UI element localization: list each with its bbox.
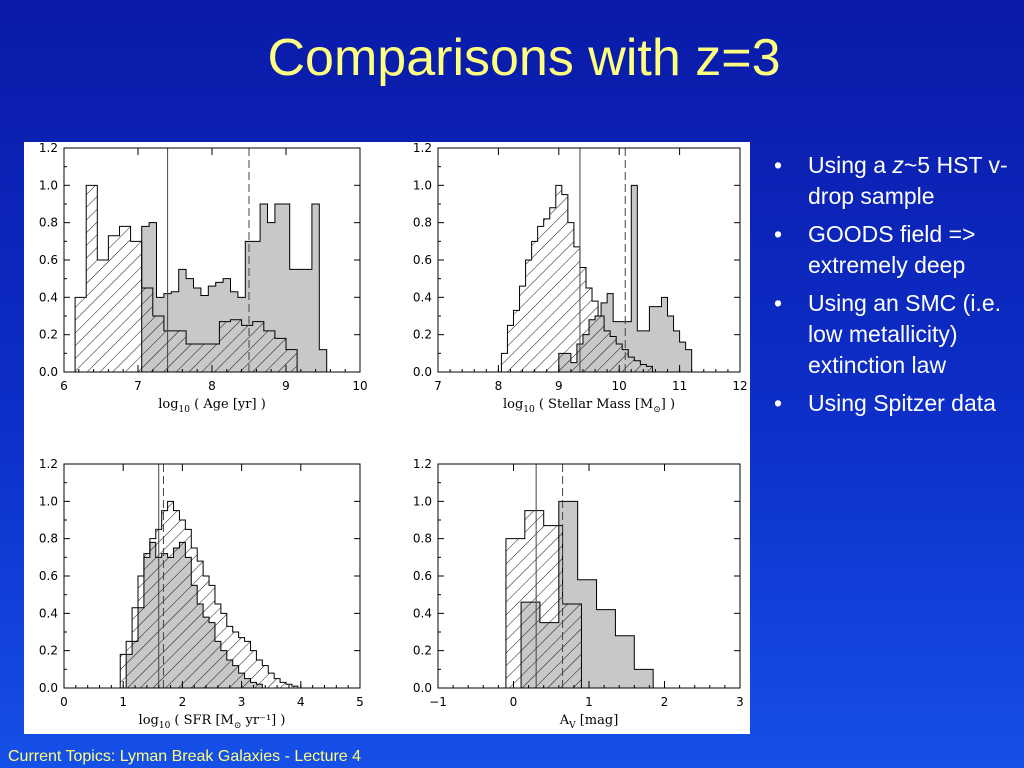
x-axis-label: log10 ( Stellar Mass [M⊙] ) bbox=[503, 397, 675, 415]
x-tick-label: 0 bbox=[510, 695, 518, 709]
x-tick-label: 10 bbox=[352, 379, 367, 393]
bullet-item: • Using a z~5 HST v-drop sample bbox=[770, 150, 1010, 212]
bullet-text: Using an SMC (i.e. low metallicity) exti… bbox=[808, 290, 1002, 378]
x-tick-label: 0 bbox=[60, 695, 68, 709]
y-tick-label: 1.2 bbox=[413, 142, 432, 155]
y-tick-label: 0.2 bbox=[413, 328, 432, 342]
bullet-item: • GOODS field => extremely deep bbox=[770, 219, 1010, 281]
bullet-text: GOODS field => extremely deep bbox=[808, 221, 976, 278]
y-tick-label: 1.0 bbox=[413, 178, 432, 192]
x-tick-label: 7 bbox=[434, 379, 442, 393]
bullet-text: Using Spitzer data bbox=[808, 390, 996, 416]
x-tick-label: 2 bbox=[179, 695, 187, 709]
x-tick-label: 4 bbox=[297, 695, 305, 709]
y-tick-label: 0.0 bbox=[39, 681, 58, 695]
bullet-text: ~5 HST v-drop sample bbox=[808, 152, 1008, 209]
bullet-text: Using a bbox=[808, 152, 893, 178]
x-tick-label: 9 bbox=[555, 379, 563, 393]
bullet-item: • Using Spitzer data bbox=[770, 388, 1010, 419]
y-tick-label: 0.6 bbox=[413, 253, 432, 267]
histogram-series-gray bbox=[134, 203, 335, 373]
x-tick-label: 3 bbox=[736, 695, 744, 709]
x-axis-label: AV [mag] bbox=[559, 713, 619, 731]
y-tick-label: 0.8 bbox=[39, 216, 58, 230]
x-tick-label: 3 bbox=[238, 695, 246, 709]
y-tick-label: 0.4 bbox=[39, 290, 58, 304]
y-tick-label: 0.6 bbox=[39, 253, 58, 267]
x-tick-label: 8 bbox=[208, 379, 216, 393]
x-tick-label: 6 bbox=[60, 379, 68, 393]
slide-title: Comparisons with z=3 bbox=[267, 29, 781, 87]
y-tick-label: 0.6 bbox=[413, 569, 432, 583]
x-tick-label: 9 bbox=[282, 379, 290, 393]
x-tick-label: 10 bbox=[612, 379, 627, 393]
y-tick-label: 0.0 bbox=[413, 365, 432, 379]
x-tick-label: 1 bbox=[119, 695, 127, 709]
y-tick-label: 0.0 bbox=[39, 365, 58, 379]
bullet-item: • Using an SMC (i.e. low metallicity) ext… bbox=[770, 288, 1010, 381]
histogram-figure: 0.0 0.2 0.4 0.6 0.8 1.0 1.2 6 7 8 9 10 log10 ( Age [… bbox=[24, 142, 750, 734]
x-tick-label: 2 bbox=[661, 695, 669, 709]
x-tick-label: 11 bbox=[672, 379, 687, 393]
bullet-dot-icon: • bbox=[774, 152, 783, 178]
x-tick-label: 12 bbox=[732, 379, 747, 393]
y-tick-label: 1.2 bbox=[39, 457, 58, 471]
y-tick-label: 1.2 bbox=[39, 142, 58, 155]
x-tick-label: 7 bbox=[134, 379, 142, 393]
bullet-dot-icon: • bbox=[774, 290, 783, 316]
bullet-dot-icon: • bbox=[774, 390, 783, 416]
histogram-series-hatched bbox=[64, 184, 298, 373]
y-tick-label: 1.0 bbox=[413, 494, 432, 508]
x-axis-label: log10 ( Age [yr] ) bbox=[158, 397, 266, 415]
x-tick-label: 5 bbox=[356, 695, 364, 709]
y-tick-label: 0.6 bbox=[39, 569, 58, 583]
y-tick-label: 0.4 bbox=[413, 290, 432, 304]
x-tick-label: 1 bbox=[585, 695, 593, 709]
y-tick-label: 0.8 bbox=[413, 216, 432, 230]
y-tick-label: 0.2 bbox=[413, 644, 432, 658]
bullet-list: • Using a z~5 HST v-drop sample • GOODS fie… bbox=[770, 150, 1010, 426]
y-tick-label: 0.8 bbox=[413, 532, 432, 546]
x-tick-label: 8 bbox=[495, 379, 503, 393]
y-tick-label: 0.2 bbox=[39, 644, 58, 658]
x-tick-label: −1 bbox=[429, 695, 447, 709]
bullet-text: z bbox=[892, 152, 904, 178]
y-tick-label: 0.4 bbox=[413, 606, 432, 620]
y-tick-label: 1.2 bbox=[413, 457, 432, 471]
x-axis-label: log10 ( SFR [M⊙ yr⁻¹] ) bbox=[139, 713, 286, 731]
y-tick-label: 1.0 bbox=[39, 494, 58, 508]
histogram-series-hatched bbox=[114, 500, 299, 689]
bullet-dot-icon: • bbox=[774, 221, 783, 247]
y-tick-label: 0.2 bbox=[39, 328, 58, 342]
y-tick-label: 0.8 bbox=[39, 532, 58, 546]
footer-text: Current Topics: Lyman Break Galaxies - L… bbox=[8, 748, 362, 765]
y-tick-label: 1.0 bbox=[39, 178, 58, 192]
y-tick-label: 0.4 bbox=[39, 606, 58, 620]
y-tick-label: 0.0 bbox=[413, 681, 432, 695]
